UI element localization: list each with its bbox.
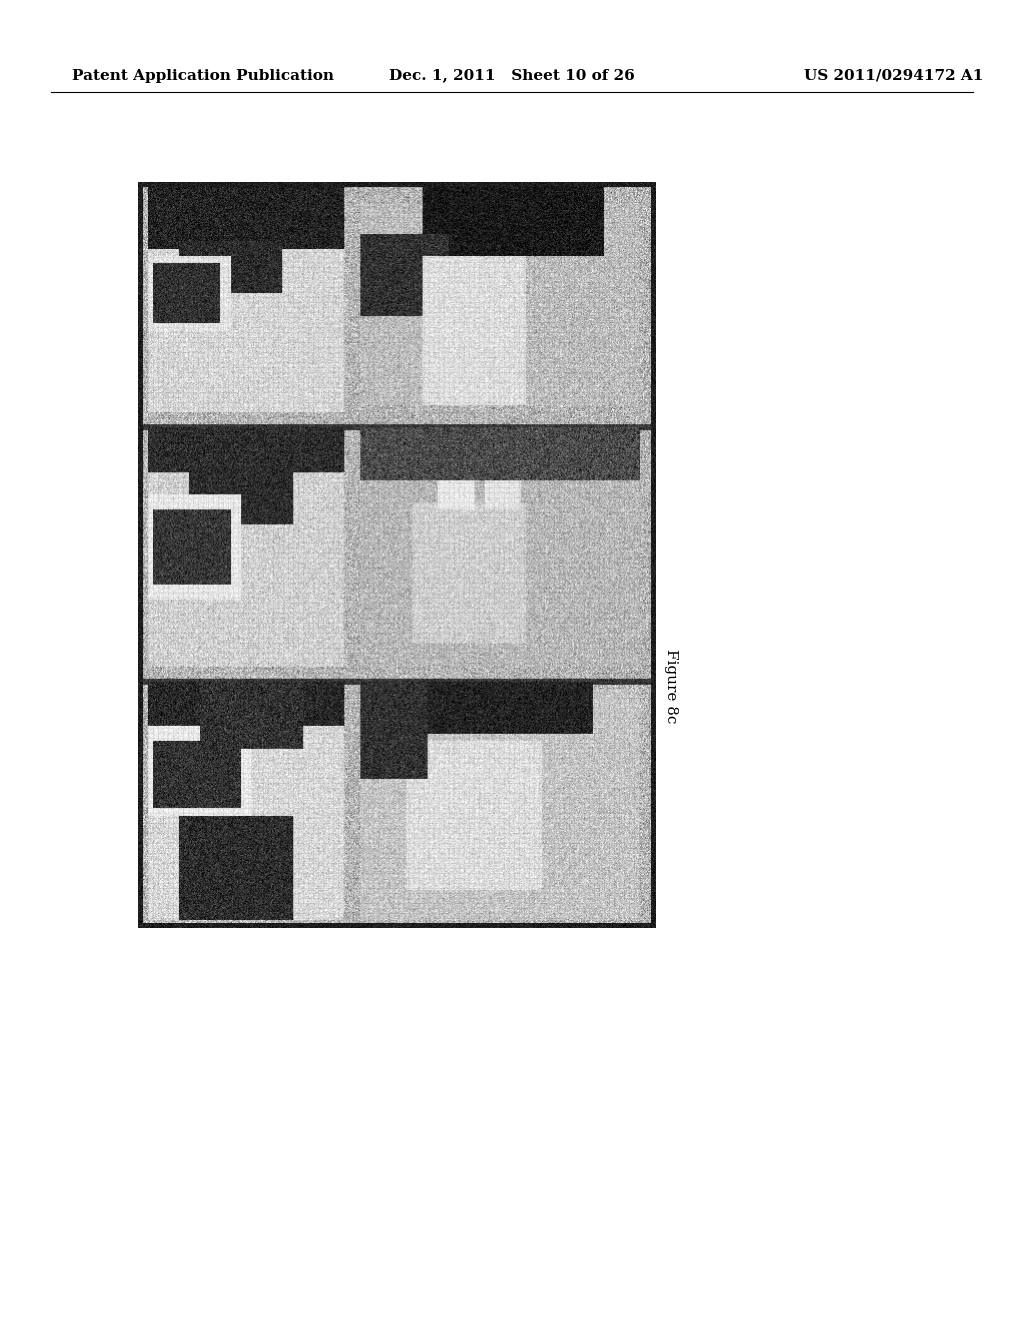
Text: Dec. 1, 2011   Sheet 10 of 26: Dec. 1, 2011 Sheet 10 of 26 (389, 69, 635, 83)
Text: Figure 8c: Figure 8c (664, 649, 678, 723)
Text: US 2011/0294172 A1: US 2011/0294172 A1 (804, 69, 983, 83)
Text: Patent Application Publication: Patent Application Publication (72, 69, 334, 83)
